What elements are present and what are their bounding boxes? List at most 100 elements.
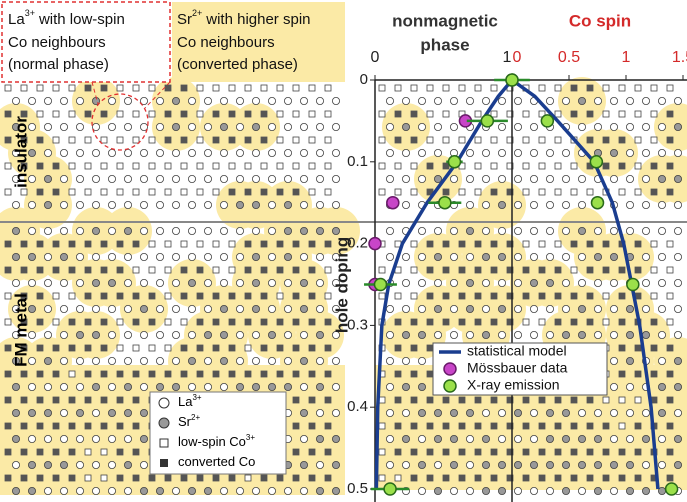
- co-site: [308, 266, 316, 274]
- la-site: [642, 460, 651, 469]
- la-site: [76, 97, 85, 106]
- la-site: [60, 304, 69, 313]
- co-site: [378, 110, 386, 118]
- co-site: [148, 318, 156, 326]
- co-site: [36, 292, 44, 300]
- sr-site: [11, 408, 20, 417]
- co-site: [506, 396, 514, 404]
- la-site: [514, 278, 523, 287]
- plot: 00.10.20.30.40.50100.511.5nonmagneticpha…: [332, 11, 687, 502]
- data-point: [626, 277, 640, 292]
- co-site: [506, 422, 514, 430]
- co-site: [378, 188, 386, 196]
- co-site: [308, 448, 316, 456]
- co-site: [68, 422, 76, 430]
- la-site: [497, 148, 506, 157]
- co-site: [292, 188, 300, 196]
- co-site: [410, 422, 418, 430]
- co-site: [132, 292, 140, 300]
- la-site: [497, 278, 506, 287]
- la-site: [139, 226, 148, 235]
- legend-label: converted Co: [178, 454, 255, 469]
- la-site: [76, 252, 85, 261]
- co-site: [586, 84, 594, 92]
- la-site: [642, 174, 651, 183]
- co-site: [84, 448, 92, 456]
- co-site: [100, 266, 108, 274]
- la-site: [11, 174, 20, 183]
- co-site: [618, 136, 626, 144]
- co-site: [84, 188, 92, 196]
- sr-site: [331, 486, 340, 495]
- la-site: [219, 252, 228, 261]
- co-site: [458, 240, 466, 248]
- la-site: [315, 200, 324, 209]
- legend-box: [432, 342, 608, 396]
- co-site: [52, 448, 60, 456]
- sr-site: [235, 382, 244, 391]
- la-site: [626, 123, 635, 132]
- la-site: [203, 226, 212, 235]
- la-site: [11, 97, 20, 106]
- la-site: [562, 226, 571, 235]
- co-site: [426, 292, 434, 300]
- x2-tick-label: 1: [622, 49, 631, 66]
- co-site: [148, 474, 156, 482]
- co-site: [180, 266, 188, 274]
- co-site: [426, 396, 434, 404]
- co-site: [244, 474, 252, 482]
- x-tick-label: 1: [503, 49, 512, 66]
- la-site: [299, 330, 308, 339]
- sr-site: [594, 460, 603, 469]
- co-site: [442, 266, 450, 274]
- la-site: [497, 226, 506, 235]
- la-site: [642, 278, 651, 287]
- co-site: [458, 396, 466, 404]
- la-site: [92, 486, 101, 495]
- co-site: [148, 292, 156, 300]
- co-site: [36, 136, 44, 144]
- co-site: [618, 422, 626, 430]
- la-site: [283, 486, 292, 495]
- la-site: [267, 174, 276, 183]
- co-site: [52, 344, 60, 352]
- co-site: [68, 474, 76, 482]
- la-site: [283, 304, 292, 313]
- la-site: [658, 278, 667, 287]
- sr-site: [11, 382, 20, 391]
- la-site: [674, 97, 683, 106]
- co-site: [244, 344, 252, 352]
- sr-site: [92, 226, 101, 235]
- la-site: [44, 252, 53, 261]
- la-site: [578, 408, 587, 417]
- co-site: [52, 318, 60, 326]
- co-site: [164, 110, 172, 118]
- la-site: [299, 434, 308, 443]
- co-site: [212, 240, 220, 248]
- label-line: Co neighbours: [8, 34, 106, 51]
- la-site: [124, 200, 133, 209]
- la-site: [44, 330, 53, 339]
- co-site: [196, 344, 204, 352]
- sr-site: [465, 304, 474, 313]
- la-site: [60, 200, 69, 209]
- co-site: [308, 370, 316, 378]
- la-site: [465, 174, 474, 183]
- la-site: [578, 278, 587, 287]
- la-site: [385, 252, 394, 261]
- co-site: [132, 396, 140, 404]
- la-site: [219, 174, 228, 183]
- la-site: [108, 356, 117, 365]
- co-site: [474, 188, 482, 196]
- co-site: [324, 422, 332, 430]
- la-site: [465, 148, 474, 157]
- la-site: [155, 278, 164, 287]
- la-site: [251, 174, 260, 183]
- sr-site: [433, 304, 442, 313]
- co-site: [84, 240, 92, 248]
- sr-site: [546, 408, 555, 417]
- co-site: [522, 396, 530, 404]
- la-site: [60, 408, 69, 417]
- co-site: [570, 266, 578, 274]
- co-site: [244, 240, 252, 248]
